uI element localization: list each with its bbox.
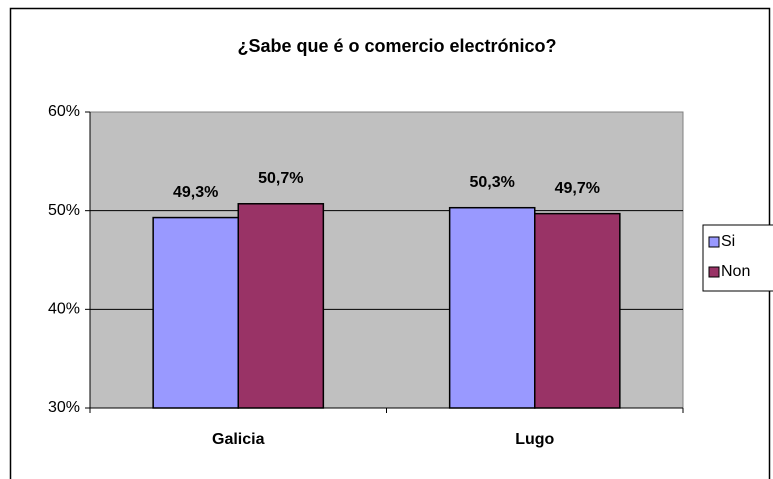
data-label: 50,3%	[470, 174, 515, 191]
y-tick-label: 40%	[48, 301, 80, 318]
data-label: 49,3%	[173, 184, 218, 201]
bar	[237, 203, 325, 409]
chart-title: ¿Sabe que é o comercio electrónico?	[237, 36, 556, 56]
data-label: 50,7%	[258, 170, 303, 187]
data-label: 49,7%	[555, 180, 600, 197]
legend-swatch	[708, 266, 720, 278]
bar	[534, 212, 621, 409]
x-tick-label: Galicia	[212, 431, 265, 448]
x-tick-label: Lugo	[515, 431, 554, 448]
legend-swatch	[708, 236, 720, 248]
y-tick-label: 30%	[48, 399, 80, 416]
bar	[448, 206, 536, 409]
y-tick-label: 60%	[48, 103, 80, 120]
bar	[152, 216, 239, 409]
legend-label: Si	[721, 233, 735, 250]
y-tick-label: 50%	[48, 202, 80, 219]
legend-label: Non	[721, 263, 750, 280]
legend-box	[702, 224, 773, 292]
